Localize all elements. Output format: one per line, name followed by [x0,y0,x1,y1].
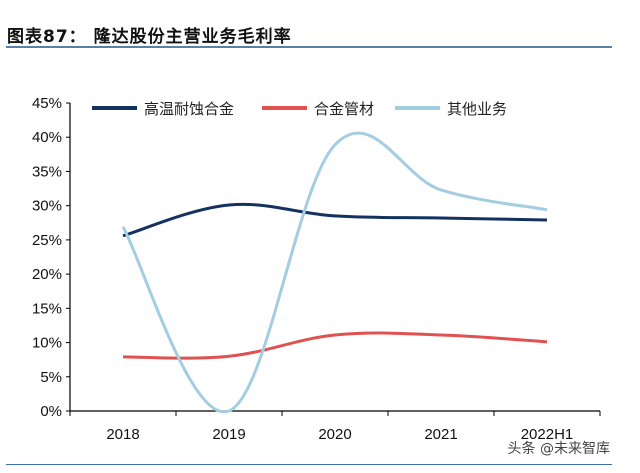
title-divider [6,46,612,48]
y-tick-label: 35% [32,163,62,180]
bottom-divider [6,464,612,465]
y-tick-label: 5% [40,369,62,386]
y-tick-label: 45% [32,95,62,112]
x-tick-label: 2019 [212,426,245,443]
y-tick-label: 25% [32,232,62,249]
y-tick-label: 15% [32,300,62,317]
y-tick-label: 0% [40,403,62,420]
legend-label-1: 高温耐蚀合金 [144,101,234,118]
x-tick-label: 2021 [424,426,457,443]
x-tick-label: 2018 [106,426,139,443]
y-tick-label: 30% [32,198,62,215]
legend-label-3: 其他业务 [447,101,507,118]
y-tick-label: 10% [32,335,62,352]
series-line-2 [122,331,548,360]
x-tick-label: 2020 [318,426,351,443]
x-tick-label: 2022H1 [521,426,574,443]
series-line-3 [121,131,548,414]
series-line-1 [122,202,548,238]
legend-label-2: 合金管材 [314,101,374,118]
y-tick-label: 40% [32,129,62,146]
watermark: 头条 @未来智库 [507,441,610,457]
y-tick-label: 20% [32,266,62,283]
chart-title: 图表87： 隆达股份主营业务毛利率 [7,27,292,47]
